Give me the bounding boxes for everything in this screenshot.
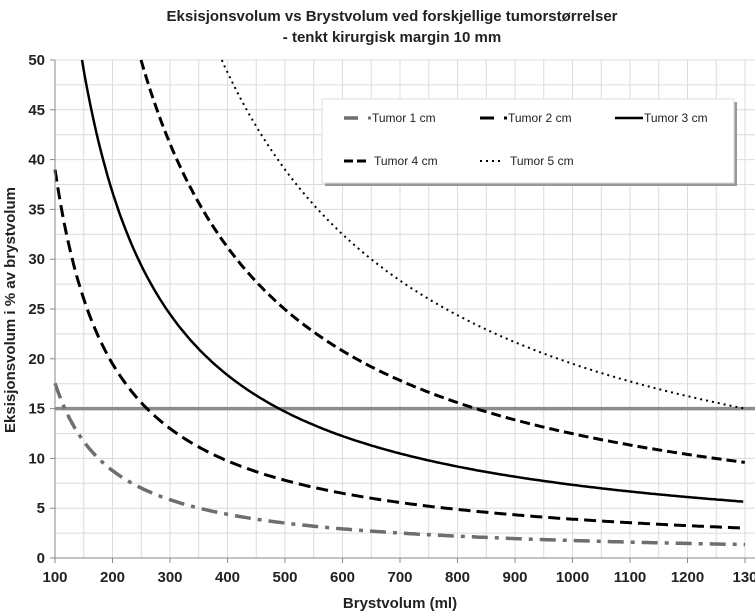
x-tick-label: 700 — [387, 569, 412, 586]
x-tick-label: 400 — [215, 569, 240, 586]
legend-label-tumor-4cm: Tumor 4 cm — [374, 154, 438, 168]
y-tick-label: 0 — [37, 550, 45, 567]
x-tick-label: 800 — [445, 569, 470, 586]
legend-label-tumor-1cm: Tumor 1 cm — [372, 111, 436, 125]
legend-swatch-dot — [368, 116, 371, 120]
x-tick-label: 200 — [100, 569, 125, 586]
legend-swatch-dot — [504, 116, 507, 120]
axes: 100 200 300 400 500 600 700 800 900 1000 1100 1200 1… — [28, 52, 755, 586]
legend-box — [321, 98, 735, 184]
y-tick-label: 10 — [28, 450, 45, 467]
x-tick-label: 1200 — [671, 569, 704, 586]
y-tick-label: 45 — [28, 102, 45, 119]
legend-label-tumor-2cm: Tumor 2 cm — [508, 111, 572, 125]
x-tick-label: 900 — [502, 569, 527, 586]
y-tick-label: 25 — [28, 301, 45, 318]
y-tick-label: 5 — [37, 500, 45, 517]
x-tick-label: 600 — [330, 569, 355, 586]
series-group — [53, 59, 746, 547]
x-tick-label: 1100 — [614, 569, 647, 586]
chart-title: Eksisjonsvolum vs Brystvolum ved forskje… — [167, 8, 618, 25]
x-tick-label: 1000 — [556, 569, 589, 586]
legend: Tumor 1 cm Tumor 2 cm Tumor 3 cm Tumor 4 cm… — [321, 98, 737, 186]
y-tick-label: 35 — [28, 201, 45, 218]
y-tick-label: 15 — [28, 401, 45, 418]
x-tick-label: 300 — [157, 569, 182, 586]
legend-label-tumor-3cm: Tumor 3 cm — [644, 111, 708, 125]
series-line-tumor-4cm — [139, 59, 746, 464]
x-tick-label: 130 — [732, 569, 755, 586]
legend-label-tumor-5cm: Tumor 5 cm — [510, 154, 574, 168]
y-tick-label: 20 — [28, 351, 45, 368]
series-line-tumor-2cm — [53, 169, 746, 530]
x-tick-label: 500 — [272, 569, 297, 586]
chart-subtitle: - tenkt kirurgisk margin 10 mm — [283, 29, 501, 46]
x-axis-label: Brystvolum (ml) — [343, 595, 457, 612]
y-axis-label: Eksisjonsvolum i % av brystvolum — [2, 187, 19, 433]
series-line-tumor-1cm — [53, 382, 746, 547]
series-line-tumor-3cm — [80, 59, 744, 503]
y-tick-label: 50 — [28, 52, 45, 69]
y-tick-label: 40 — [28, 152, 45, 169]
y-tick-label: 30 — [28, 251, 45, 268]
x-tick-label: 100 — [42, 569, 67, 586]
